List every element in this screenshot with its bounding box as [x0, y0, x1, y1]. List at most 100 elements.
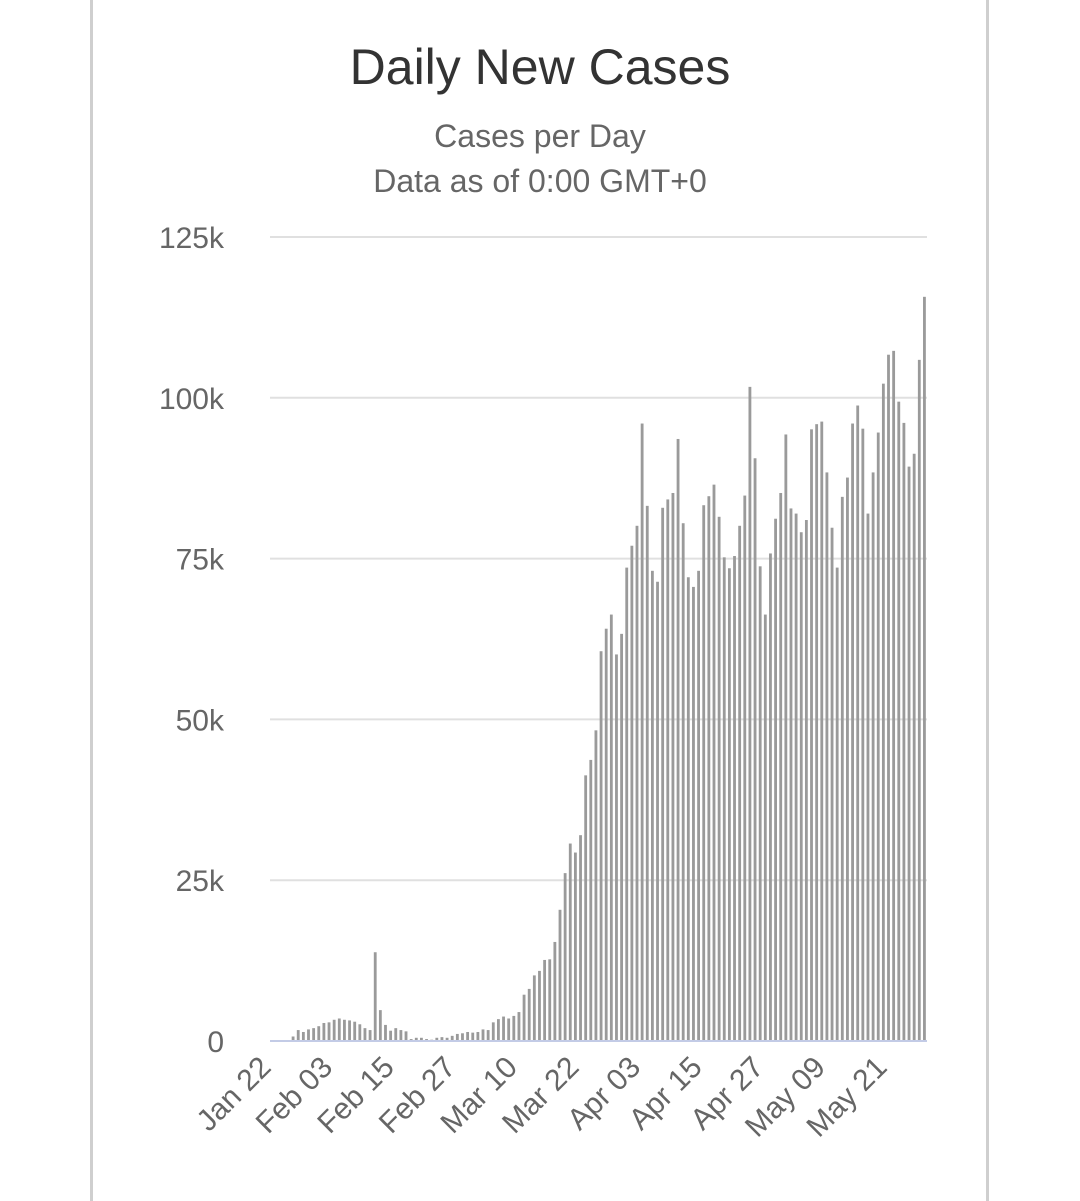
y-tick-label: 25k [176, 865, 225, 898]
bar [892, 350, 896, 1041]
bar [697, 570, 701, 1041]
bar [538, 970, 541, 1041]
bar [599, 651, 603, 1041]
bar [307, 1029, 310, 1041]
bar [558, 909, 562, 1041]
chart-title: Daily New Cases [349, 39, 731, 95]
bar [866, 513, 870, 1041]
bar [543, 959, 547, 1041]
bar [435, 1037, 439, 1041]
bar [512, 1015, 516, 1041]
bar [743, 495, 747, 1041]
y-tick-label: 0 [207, 1026, 224, 1059]
bar [769, 553, 772, 1041]
bar [363, 1028, 367, 1041]
bar [902, 422, 906, 1042]
bar [917, 359, 921, 1041]
bar [851, 423, 854, 1041]
bar [507, 1018, 511, 1041]
bar [840, 496, 844, 1042]
bar [502, 1016, 505, 1041]
bar [923, 296, 926, 1041]
bar [358, 1024, 362, 1041]
bar [394, 1028, 398, 1041]
bar [758, 566, 762, 1041]
bar [461, 1033, 464, 1041]
bar [609, 614, 613, 1041]
bar [763, 614, 767, 1041]
bar [476, 1031, 480, 1041]
bar [579, 835, 582, 1041]
bar [291, 1036, 295, 1041]
bar [712, 484, 716, 1042]
bar [522, 994, 526, 1041]
bar [573, 852, 577, 1041]
bar [496, 1019, 500, 1041]
bar [717, 516, 721, 1041]
bar [897, 401, 901, 1042]
bar [481, 1029, 485, 1041]
y-tick-label: 100k [159, 383, 225, 416]
bar [645, 505, 649, 1041]
bar [784, 434, 788, 1041]
bar [440, 1037, 444, 1041]
bar [635, 525, 639, 1041]
chart-data-note: Data as of 0:00 GMT+0 [373, 163, 707, 199]
bar [789, 508, 793, 1041]
bar [727, 568, 731, 1041]
bar [825, 472, 829, 1041]
bar [471, 1032, 475, 1041]
bar [625, 567, 629, 1041]
bar [450, 1035, 454, 1041]
bar [517, 1012, 521, 1041]
bar [722, 557, 726, 1041]
bar [332, 1019, 336, 1041]
bar [748, 386, 752, 1041]
bar [686, 577, 690, 1041]
bar [820, 421, 824, 1041]
bar [563, 873, 567, 1041]
bar [671, 492, 675, 1041]
bar [804, 520, 808, 1041]
bar [856, 405, 860, 1041]
bar [584, 775, 588, 1041]
bar [846, 477, 849, 1042]
bar [445, 1037, 449, 1041]
bar [327, 1022, 331, 1041]
bar [676, 438, 680, 1041]
bar [348, 1020, 351, 1041]
bar [738, 525, 742, 1041]
bar [881, 383, 885, 1041]
bar [912, 453, 916, 1041]
bar [753, 458, 757, 1041]
bar [594, 730, 598, 1041]
bar [640, 423, 644, 1041]
bar [887, 354, 890, 1042]
bar [604, 628, 608, 1041]
bar [620, 633, 624, 1041]
bar [301, 1031, 305, 1041]
bar [794, 513, 798, 1041]
bar [353, 1021, 357, 1041]
bar [774, 518, 777, 1041]
bar [681, 523, 685, 1041]
bar [466, 1031, 470, 1041]
bar [876, 432, 880, 1041]
bar [810, 429, 813, 1042]
grid-lines [270, 236, 927, 882]
right-frame-border [986, 0, 989, 1201]
y-tick-label: 75k [176, 544, 225, 577]
bar [861, 428, 865, 1042]
y-tick-label: 125k [159, 222, 225, 255]
bar [399, 1030, 403, 1041]
bar [799, 532, 803, 1041]
bar [733, 556, 736, 1041]
bar [491, 1022, 495, 1041]
bar [568, 843, 572, 1041]
bar [527, 988, 531, 1041]
bar [414, 1037, 418, 1041]
bar [666, 499, 670, 1041]
bar [389, 1030, 393, 1041]
bar [692, 586, 695, 1041]
